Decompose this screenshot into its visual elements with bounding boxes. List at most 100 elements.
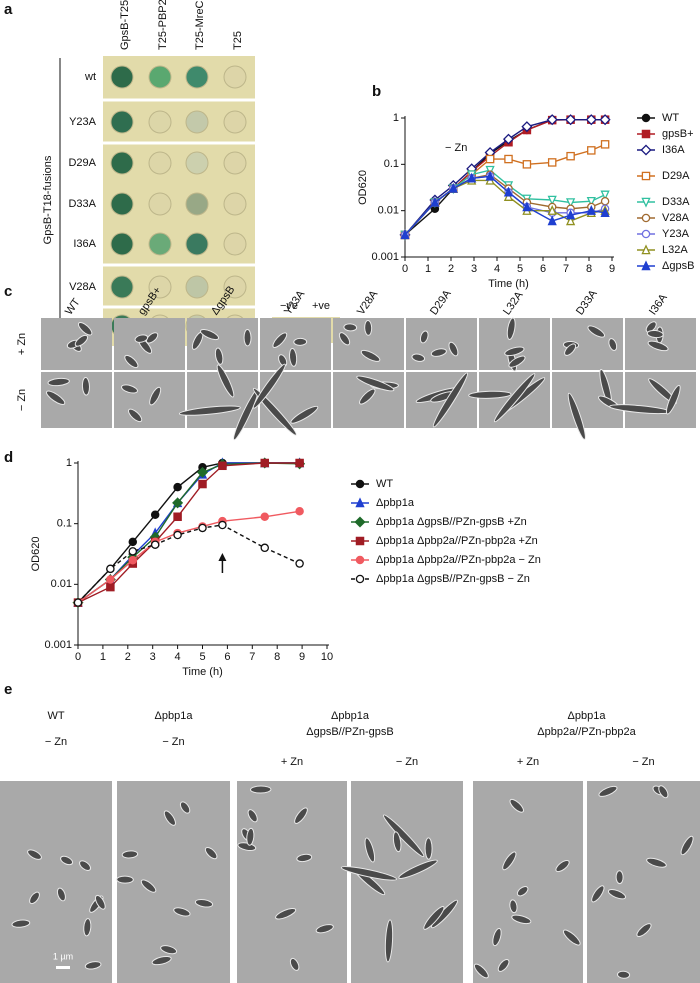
spot bbox=[110, 151, 134, 175]
legend-label: Y23A bbox=[662, 228, 690, 240]
x-tick-label: 1 bbox=[100, 651, 106, 663]
cell bbox=[615, 870, 624, 885]
cell bbox=[120, 384, 138, 394]
x-tick-label: 5 bbox=[517, 263, 523, 275]
cell bbox=[555, 859, 570, 873]
arrow-head bbox=[218, 553, 227, 561]
axis-label: GpsB-T18-fusions bbox=[42, 155, 54, 244]
x-tick-label: 7 bbox=[249, 651, 255, 663]
cell bbox=[509, 899, 518, 914]
cell bbox=[178, 405, 241, 416]
cell bbox=[648, 378, 677, 405]
x-tick-label: 0 bbox=[75, 651, 81, 663]
y-tick-label: 0.001 bbox=[44, 639, 72, 651]
marker bbox=[128, 537, 138, 547]
marker bbox=[355, 536, 365, 546]
cell bbox=[293, 337, 308, 346]
spot bbox=[185, 151, 209, 175]
marker bbox=[73, 598, 83, 607]
marker bbox=[565, 114, 577, 126]
cell bbox=[598, 785, 618, 797]
series-line bbox=[404, 118, 606, 236]
cell bbox=[128, 408, 143, 423]
marker bbox=[641, 213, 651, 223]
group-title: Δpbp1a bbox=[331, 710, 370, 722]
column-header: T25-PBP2a bbox=[157, 0, 169, 50]
cell bbox=[509, 798, 524, 813]
panel-label: a bbox=[4, 1, 13, 18]
marker bbox=[196, 466, 209, 478]
cell bbox=[506, 317, 516, 340]
cell bbox=[84, 961, 102, 970]
condition-label: + Zn bbox=[517, 756, 539, 768]
row-label: I36A bbox=[73, 238, 96, 250]
cell bbox=[423, 905, 445, 930]
marker bbox=[354, 516, 366, 528]
cell bbox=[200, 328, 220, 341]
x-tick-label: 9 bbox=[609, 263, 615, 275]
marker bbox=[600, 140, 610, 149]
cell bbox=[194, 899, 214, 908]
spot bbox=[223, 65, 247, 89]
spot bbox=[185, 232, 209, 256]
cell bbox=[247, 809, 258, 823]
control-label: −ve bbox=[280, 300, 298, 312]
micrograph bbox=[587, 781, 700, 983]
panel-label: d bbox=[4, 449, 13, 466]
legend-label: D29A bbox=[662, 170, 690, 182]
x-tick-label: 4 bbox=[175, 651, 181, 663]
spot bbox=[185, 192, 209, 216]
marker bbox=[522, 160, 532, 169]
cell bbox=[250, 785, 272, 794]
legend-label: WT bbox=[376, 478, 393, 490]
y-tick-label: 0.001 bbox=[371, 251, 399, 263]
column-label: D33A bbox=[574, 287, 600, 317]
column-label: I36A bbox=[647, 291, 670, 317]
x-axis-label: Time (h) bbox=[488, 278, 529, 290]
cell bbox=[60, 855, 74, 866]
row-label: V28A bbox=[69, 281, 97, 293]
series-line bbox=[404, 118, 606, 236]
spot bbox=[148, 232, 172, 256]
cell bbox=[493, 373, 536, 423]
cell bbox=[272, 332, 288, 348]
x-tick-label: 9 bbox=[299, 651, 305, 663]
column-header: T25-MreC bbox=[194, 0, 206, 50]
legend-label: D33A bbox=[662, 196, 690, 208]
marker bbox=[106, 575, 115, 584]
spot bbox=[223, 151, 247, 175]
cell bbox=[343, 323, 358, 332]
spot bbox=[110, 275, 134, 299]
marker bbox=[547, 195, 557, 206]
cell bbox=[562, 929, 581, 946]
cell bbox=[173, 907, 191, 917]
micrograph bbox=[406, 318, 477, 370]
marker bbox=[173, 530, 182, 540]
cell bbox=[204, 846, 218, 860]
group-subtitle: ΔgpsB//PZn-gpsB bbox=[306, 726, 393, 738]
marker bbox=[128, 547, 138, 556]
spot bbox=[223, 192, 247, 216]
cell bbox=[124, 354, 139, 369]
cell bbox=[504, 346, 525, 357]
condition-label: + Zn bbox=[281, 756, 303, 768]
cell bbox=[424, 837, 433, 860]
spot bbox=[223, 232, 247, 256]
series-line bbox=[404, 118, 606, 236]
cell bbox=[151, 955, 172, 966]
cell bbox=[179, 801, 191, 814]
marker bbox=[430, 196, 440, 207]
cell bbox=[646, 857, 667, 868]
marker bbox=[150, 510, 160, 520]
cell bbox=[45, 390, 66, 405]
legend-label: Δpbp1a ΔgpsB//PZn-gpsB − Zn bbox=[376, 573, 530, 585]
marker bbox=[641, 197, 651, 208]
legend-label: Δpbp1a Δpbp2a//PZn-pbp2a − Zn bbox=[376, 554, 541, 566]
cell bbox=[364, 319, 373, 336]
cell bbox=[294, 807, 308, 824]
cell bbox=[647, 340, 669, 352]
row-label: + Zn bbox=[16, 333, 28, 355]
cell bbox=[246, 827, 255, 846]
marker bbox=[295, 458, 304, 468]
marker bbox=[641, 229, 651, 239]
